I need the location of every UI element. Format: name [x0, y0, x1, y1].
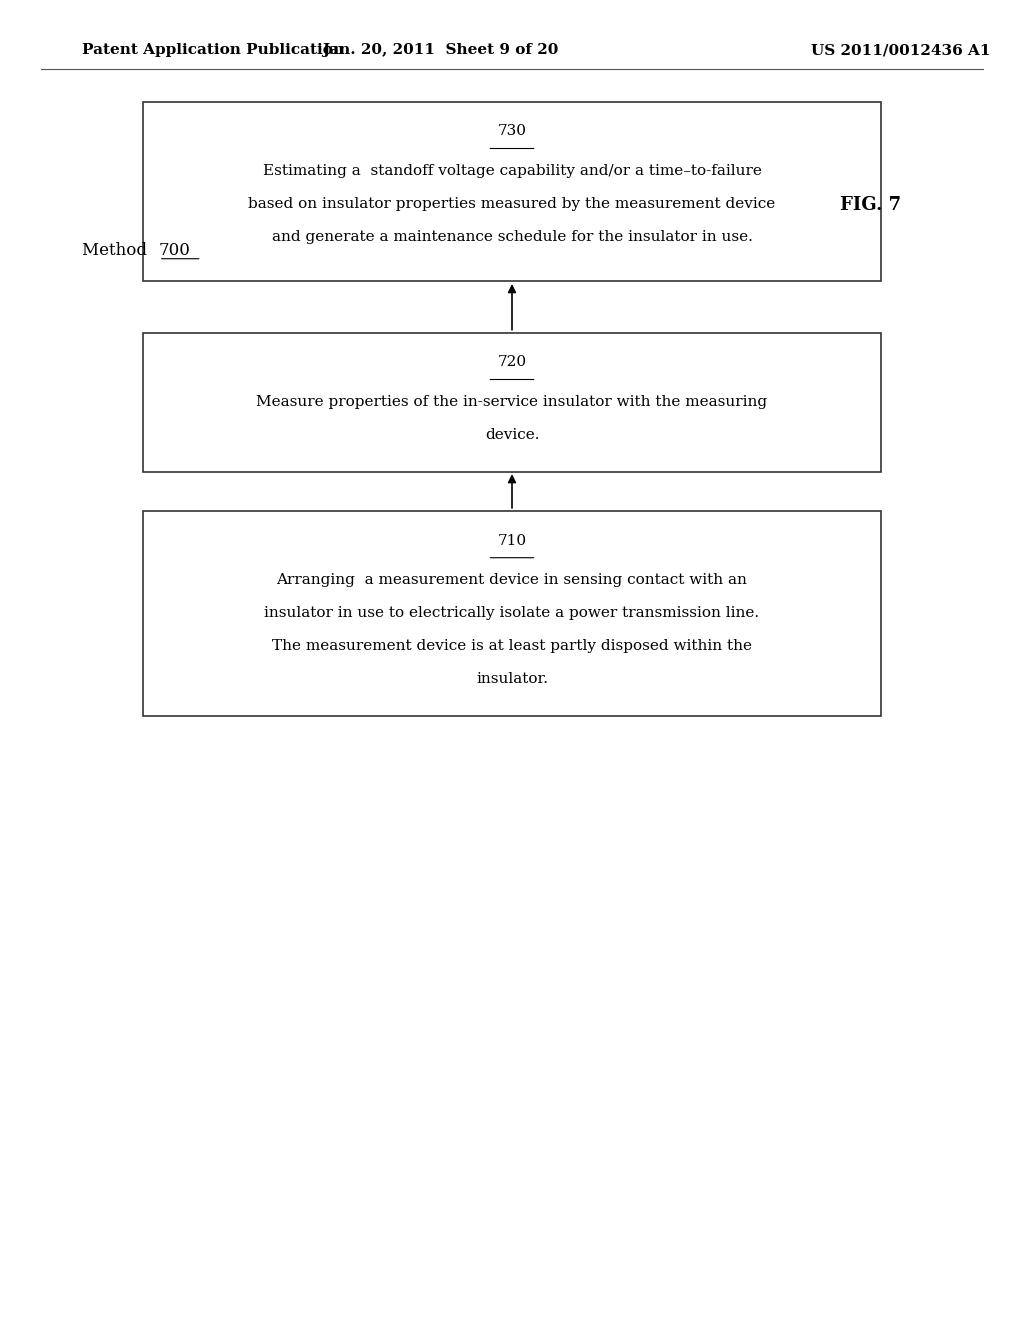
Text: Patent Application Publication: Patent Application Publication	[82, 44, 344, 57]
Text: Arranging  a measurement device in sensing contact with an: Arranging a measurement device in sensin…	[276, 573, 748, 587]
Text: and generate a maintenance schedule for the insulator in use.: and generate a maintenance schedule for …	[271, 230, 753, 244]
Text: The measurement device is at least partly disposed within the: The measurement device is at least partl…	[272, 639, 752, 653]
Text: 730: 730	[498, 124, 526, 139]
Text: Jan. 20, 2011  Sheet 9 of 20: Jan. 20, 2011 Sheet 9 of 20	[323, 44, 558, 57]
Text: 700: 700	[159, 243, 190, 259]
Text: US 2011/0012436 A1: US 2011/0012436 A1	[811, 44, 991, 57]
Text: 710: 710	[498, 533, 526, 548]
FancyBboxPatch shape	[143, 334, 881, 473]
Text: device.: device.	[484, 428, 540, 442]
Text: based on insulator properties measured by the measurement device: based on insulator properties measured b…	[249, 197, 775, 211]
Text: insulator in use to electrically isolate a power transmission line.: insulator in use to electrically isolate…	[264, 606, 760, 620]
FancyBboxPatch shape	[143, 511, 881, 715]
Text: Estimating a  standoff voltage capability and/or a time–to-failure: Estimating a standoff voltage capability…	[262, 164, 762, 178]
Text: insulator.: insulator.	[476, 672, 548, 686]
Text: 720: 720	[498, 355, 526, 370]
FancyBboxPatch shape	[143, 103, 881, 281]
Text: FIG. 7: FIG. 7	[840, 195, 901, 214]
Text: Measure properties of the in-service insulator with the measuring: Measure properties of the in-service ins…	[256, 395, 768, 409]
Text: Method: Method	[82, 243, 153, 259]
